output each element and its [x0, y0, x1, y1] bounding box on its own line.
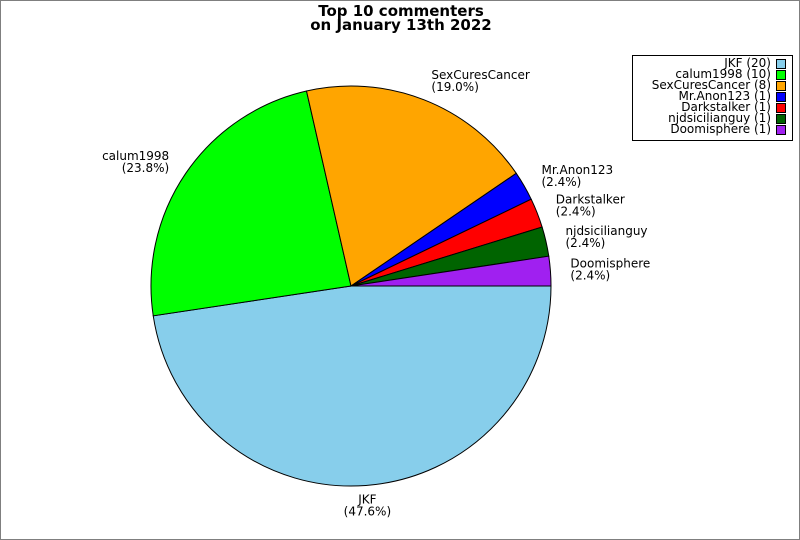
legend-item-jkf: JKF (20) [633, 56, 786, 70]
legend-label: Doomisphere (1) [670, 122, 771, 136]
legend-swatch [776, 69, 786, 80]
legend-item-doomisphere: Doomisphere (1) [633, 122, 786, 136]
slice-label-darkstalker: Darkstalker [556, 193, 625, 207]
legend-item-sexcurescancer: SexCuresCancer (8) [633, 78, 786, 92]
chart-legend: JKF (20) calum1998 (10) SexCuresCancer (8)… [632, 55, 793, 141]
slice-percent-jkf: (47.6%) [344, 504, 391, 518]
legend-swatch [776, 58, 786, 69]
pie-slices [150, 85, 552, 487]
legend-swatch [776, 102, 786, 113]
legend-item-mr-anon123: Mr.Anon123 (1) [633, 89, 786, 103]
legend-label: JKF (20) [724, 56, 771, 70]
legend-label: Mr.Anon123 (1) [678, 89, 771, 103]
slice-label-sexcurescancer: SexCuresCancer [431, 68, 529, 82]
legend-item-njdsicilianguy: njdsicilianguy (1) [633, 111, 786, 125]
slice-percent-darkstalker: (2.4%) [556, 205, 596, 219]
slice-percent-doomisphere: (2.4%) [570, 269, 610, 283]
slice-percent-njdsicilianguy: (2.4%) [566, 236, 606, 250]
legend-swatch [776, 113, 786, 124]
slice-percent-calum1998: (23.8%) [122, 161, 169, 175]
pie-slice-calum1998 [150, 90, 352, 317]
legend-swatch [776, 124, 786, 135]
slice-percent-mr-anon123: (2.4%) [542, 175, 582, 189]
legend-item-darkstalker: Darkstalker (1) [633, 100, 786, 114]
legend-label: njdsicilianguy (1) [668, 111, 771, 125]
chart-title: Top 10 commenters on January 13th 2022 [1, 2, 799, 34]
legend-label: SexCuresCancer (8) [651, 78, 771, 92]
slice-label-jkf: JKF [357, 492, 376, 506]
legend-label: Darkstalker (1) [681, 100, 771, 114]
pie-slice-doomisphere [350, 255, 552, 287]
legend-swatch [776, 91, 786, 102]
slice-label-mr-anon123: Mr.Anon123 [542, 163, 614, 177]
slice-percent-sexcurescancer: (19.0%) [431, 80, 478, 94]
slice-label-calum1998: calum1998 [102, 149, 169, 163]
legend-item-calum1998: calum1998 (10) [633, 67, 786, 81]
pie-slice-jkf [152, 285, 552, 487]
slice-label-doomisphere: Doomisphere [570, 257, 650, 271]
slice-label-njdsicilianguy: njdsicilianguy [566, 224, 648, 238]
legend-label: calum1998 (10) [675, 67, 771, 81]
chart-title-line-2: on January 13th 2022 [310, 16, 492, 34]
pie-slice-sexcurescancer [305, 85, 517, 287]
chart-title-line-1: Top 10 commenters [318, 2, 484, 20]
pie-labels: JKF(47.6%) calum1998(23.8%) SexCuresCancer… [102, 68, 650, 518]
legend-swatch [776, 80, 786, 91]
